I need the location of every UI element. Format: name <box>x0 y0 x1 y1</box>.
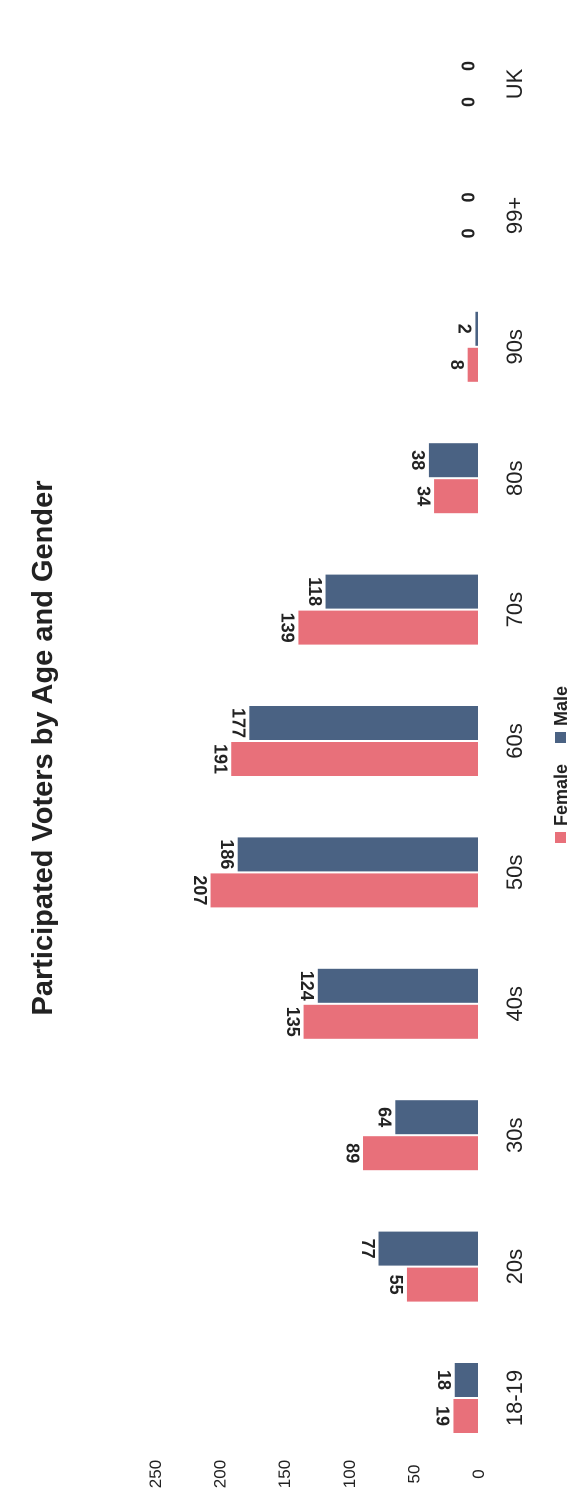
data-label: 18 <box>434 1370 454 1390</box>
x-tick-label: 50s <box>502 855 527 890</box>
bar-female <box>453 1399 478 1433</box>
y-tick-label: 0 <box>469 1469 488 1478</box>
x-tick-label: 99+ <box>502 197 527 234</box>
bar-male <box>249 706 478 740</box>
bar-female <box>210 873 478 908</box>
bar-male <box>325 574 478 609</box>
data-label: 2 <box>455 324 475 334</box>
data-label: 0 <box>457 97 477 107</box>
data-label: 135 <box>283 1007 303 1037</box>
bar-female <box>231 742 478 776</box>
data-label: 0 <box>457 228 477 238</box>
bar-male <box>237 837 478 872</box>
x-tick-label: 20s <box>502 1249 527 1284</box>
data-label: 139 <box>278 613 298 643</box>
x-tick-label: 90s <box>502 329 527 364</box>
x-tick-label: 80s <box>502 460 527 495</box>
y-tick-label: 200 <box>211 1460 230 1488</box>
y-tick-label: 100 <box>340 1460 359 1488</box>
data-label: 0 <box>457 61 477 71</box>
data-label: 77 <box>358 1239 378 1259</box>
chart-title: Participated Voters by Age and Gender <box>27 480 59 1015</box>
bar-female <box>467 347 479 382</box>
bar-female <box>298 610 478 645</box>
data-label: 89 <box>342 1143 362 1163</box>
y-tick-label: 50 <box>404 1465 423 1484</box>
bars <box>210 311 479 1433</box>
x-tick-label: 70s <box>502 592 527 627</box>
bar-female <box>363 1136 478 1171</box>
bar-male <box>454 1363 478 1397</box>
data-label: 186 <box>217 839 237 869</box>
y-axis: 0 50 100 150 200 250 <box>146 1460 488 1488</box>
bar-male <box>428 443 478 478</box>
x-tick-label: 18-19 <box>502 1370 527 1426</box>
bar-male <box>378 1231 478 1266</box>
data-label: 34 <box>413 486 433 506</box>
bar-female <box>434 479 478 514</box>
x-axis: 18-19 20s 30s 40s 50s 60s 70s 80s 90s 99+ UK <box>502 68 527 1426</box>
data-label: 8 <box>447 360 467 370</box>
bar-male <box>317 968 478 1003</box>
legend-swatch <box>555 732 566 743</box>
data-label: 38 <box>408 450 428 470</box>
data-label: 64 <box>375 1107 395 1127</box>
legend-swatch <box>555 832 566 843</box>
legend-label: Male <box>551 686 571 726</box>
data-label: 191 <box>210 744 230 774</box>
value-labels: 19 18 55 77 89 64 135 124 207 186 191 177 139 118 34 38… <box>190 61 477 1426</box>
x-tick-label: 60s <box>502 723 527 758</box>
legend-label: Female <box>551 764 571 826</box>
bar-female <box>406 1267 478 1302</box>
data-label: 0 <box>457 192 477 202</box>
x-tick-label: 40s <box>502 986 527 1021</box>
data-label: 55 <box>386 1275 406 1295</box>
data-label: 118 <box>305 577 325 606</box>
x-tick-label: 30s <box>502 1117 527 1152</box>
data-label: 207 <box>190 875 210 905</box>
bar-male <box>395 1100 479 1135</box>
x-tick-label: UK <box>502 68 527 99</box>
legend: Female Male <box>551 686 571 843</box>
data-label: 124 <box>297 971 317 1001</box>
bar-male <box>475 311 478 346</box>
data-label: 19 <box>433 1406 453 1426</box>
bar-female <box>303 1004 478 1039</box>
y-tick-label: 150 <box>275 1460 294 1488</box>
data-label: 177 <box>229 708 249 738</box>
y-tick-label: 250 <box>146 1460 165 1488</box>
